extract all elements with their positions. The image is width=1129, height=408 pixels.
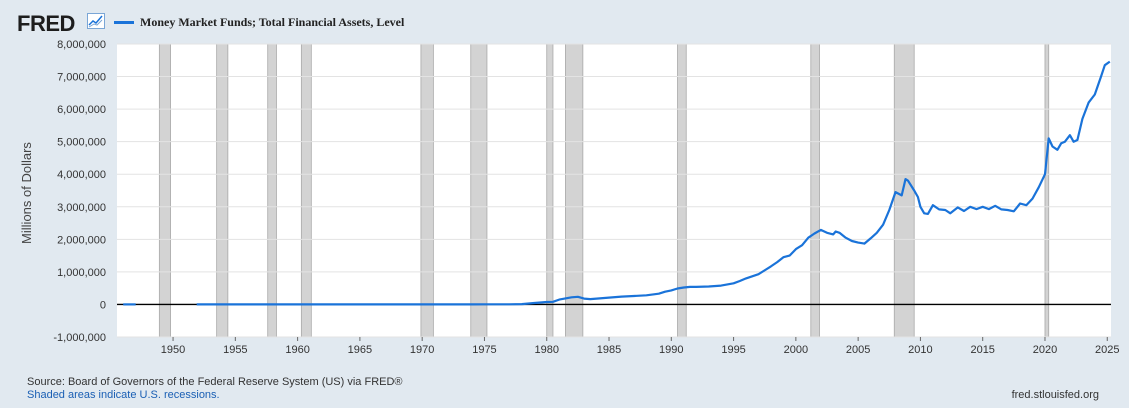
y-axis-label: Millions of Dollars [19,142,34,244]
x-tick-label: 1950 [161,344,185,356]
recession-band [267,43,277,338]
y-tick-label: 6,000,000 [57,104,106,116]
x-tick-label: 1980 [534,344,558,356]
chart-title: Money Market Funds; Total Financial Asse… [140,15,405,29]
x-tick-label: 1955 [223,344,247,356]
x-tick-label: 1975 [472,344,496,356]
recession-band [546,43,554,338]
recession-band [893,43,915,338]
axes: -1,000,000 0 1,000,000 2,000,000 3,000,000 4,… [53,39,1119,356]
recession-band [470,43,488,338]
recession-band [158,43,171,338]
y-tick-label: 1,000,000 [57,267,106,279]
x-tick-label: 1970 [410,344,434,356]
y-tick-label: 7,000,000 [57,72,106,84]
line-chart-icon [87,13,105,29]
line-chart: -1,000,000 0 1,000,000 2,000,000 3,000,000 4,… [19,39,1120,356]
x-tick-label: 2025 [1095,344,1119,356]
recession-band [216,43,229,338]
x-tick-label: 1965 [348,344,372,356]
chart-legend: Money Market Funds; Total Financial Asse… [114,15,404,30]
x-tick-label: 2000 [784,344,808,356]
y-tick-label: 3,000,000 [57,202,106,214]
fred-logo[interactable]: FRED [17,11,75,36]
gridlines [117,43,1111,338]
series-line [196,60,1111,306]
x-tick-label: 2015 [970,344,994,356]
recession-band [565,43,584,338]
x-tick-label: 1960 [285,344,309,356]
y-tick-label: 2,000,000 [57,234,106,246]
source-note: Source: Board of Governors of the Federa… [27,376,403,388]
y-tick-label: 5,000,000 [57,137,106,149]
legend-swatch [114,21,134,24]
recession-note[interactable]: Shaded areas indicate U.S. recessions. [27,389,220,401]
recession-band [677,43,687,338]
x-tick-label: 2005 [846,344,870,356]
x-tick-label: 2020 [1033,344,1057,356]
plot-area [117,44,1111,337]
site-url[interactable]: fred.stlouisfed.org [1011,389,1099,401]
series-layer [123,60,1111,306]
recession-band [1044,43,1050,338]
recession-band [810,43,820,338]
recession-band [300,43,312,338]
x-tick-label: 1985 [597,344,621,356]
recession-shading [158,43,1050,338]
y-tick-label: -1,000,000 [53,332,106,344]
x-tick-label: 2010 [908,344,932,356]
x-tick-label: 1995 [721,344,745,356]
x-tick-label: 1990 [659,344,683,356]
y-tick-label: 4,000,000 [57,169,106,181]
recession-band [420,43,434,338]
y-tick-label: 8,000,000 [57,39,106,51]
y-tick-label: 0 [100,299,106,311]
